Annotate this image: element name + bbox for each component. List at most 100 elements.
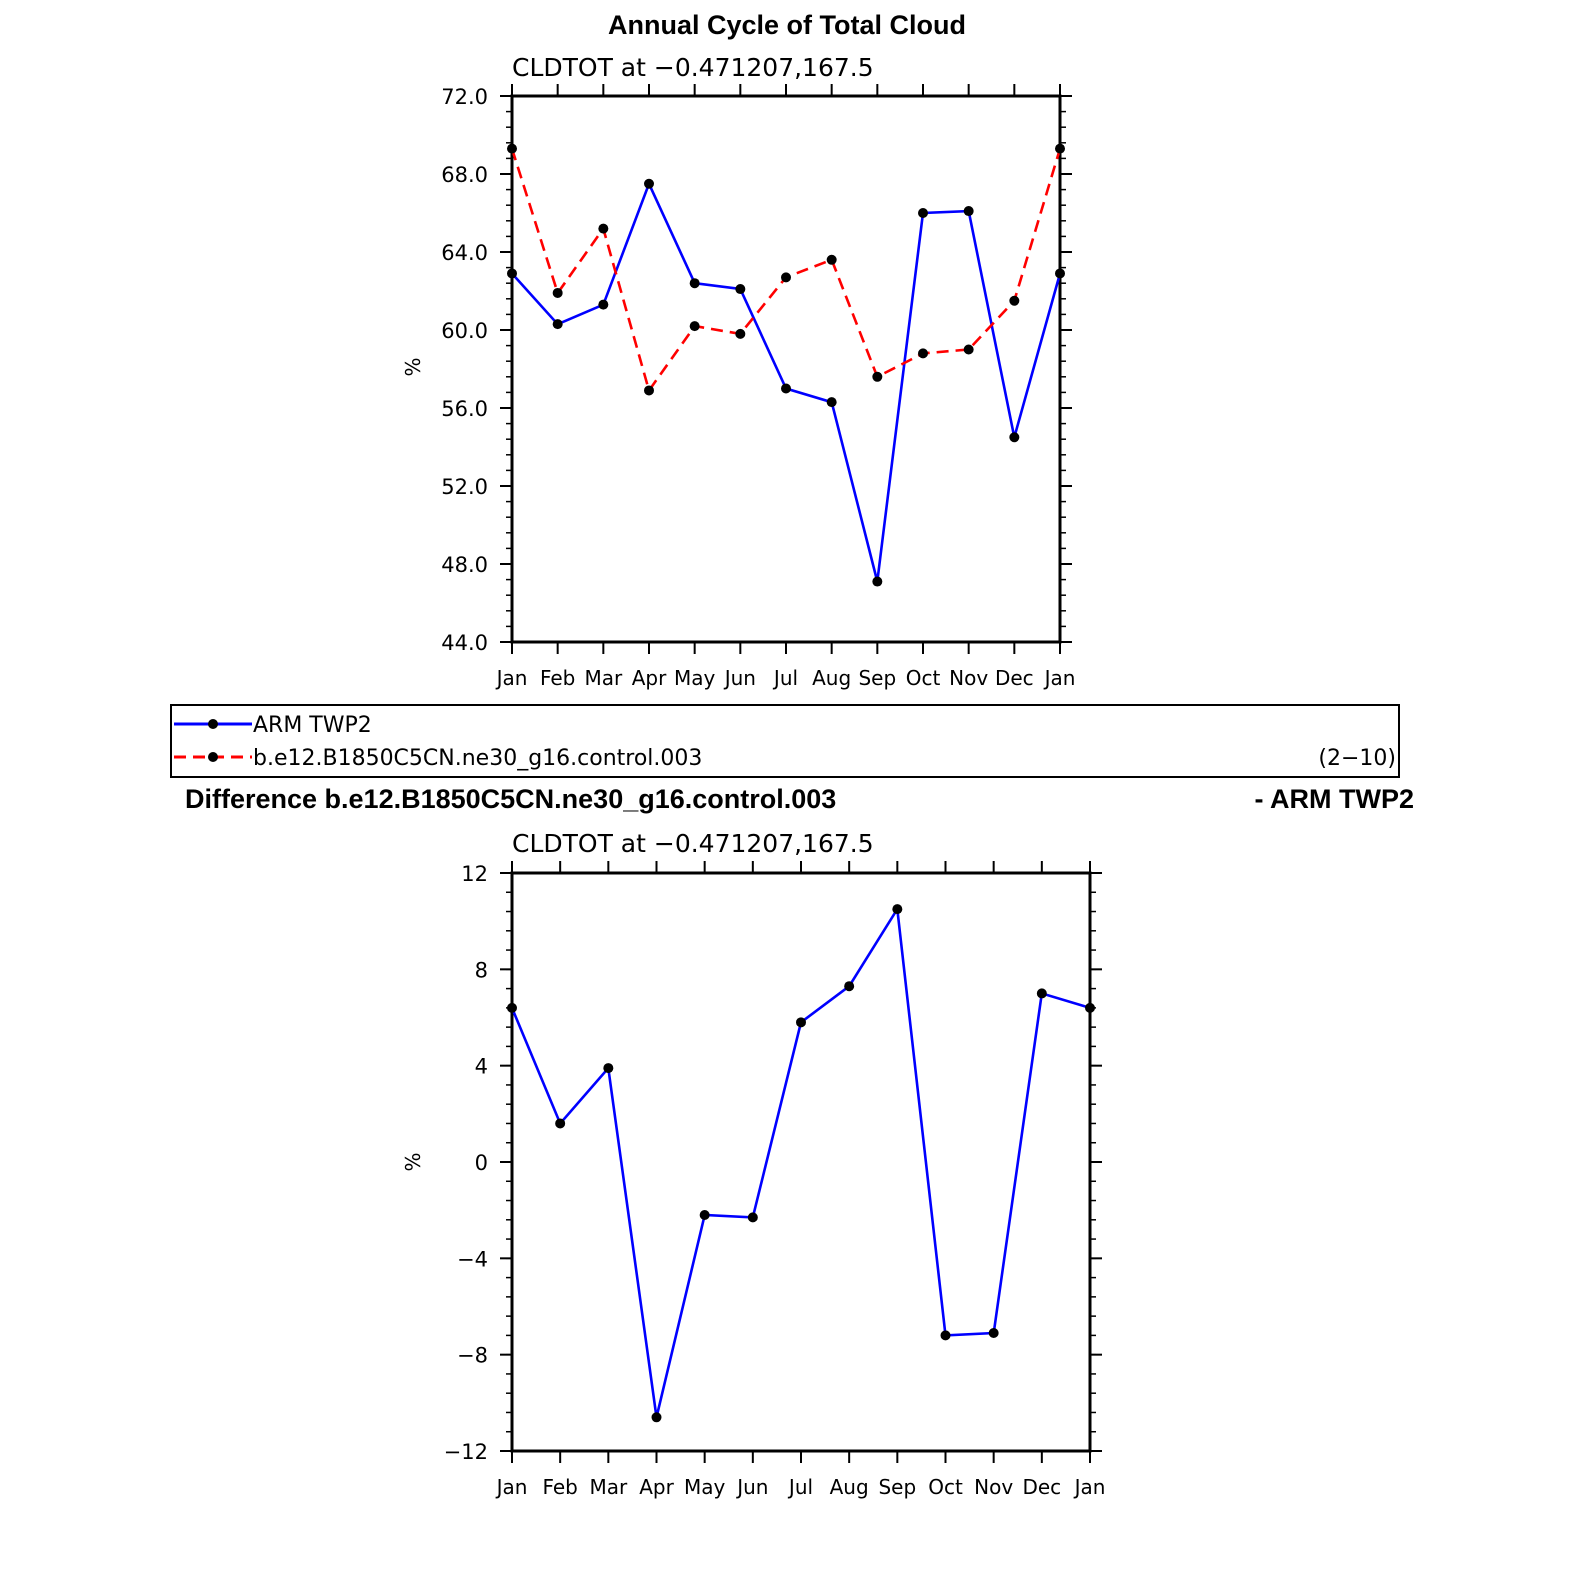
top-series-1-point: [598, 223, 609, 234]
bottom-ytick-label: −8: [457, 1344, 488, 1368]
top-series-0-point: [781, 383, 791, 394]
bottom-series-line-0: [510, 905, 1091, 1418]
top-series-1-point: [735, 328, 746, 339]
top-xtick-label: Jan: [495, 666, 528, 690]
top-chart-ylabel: %: [401, 357, 425, 376]
top-xtick-label: Apr: [632, 666, 667, 690]
bottom-plot-area: Jan Feb Mar Apr May Jun Jul Aug Sep Oct Nov Dec Jan 1…: [444, 861, 1106, 1499]
bottom-series-0-point: [651, 1412, 662, 1423]
top-ytick-label: 56.0: [441, 397, 488, 421]
bottom-chart-title-left: Difference b.e12.B1850C5CN.ne30_g16.cont…: [185, 784, 836, 814]
legend-label-model: b.e12.B1850C5CN.ne30_g16.control.003: [253, 746, 702, 771]
legend: ARM TWP2 b.e12.B1850C5CN.ne30_g16.contro…: [170, 704, 1400, 778]
bottom-ytick-label: 8: [475, 958, 488, 982]
top-series-0-point: [552, 319, 563, 330]
top-chart-subtitle: CLDTOT at −0.471207,167.5: [512, 53, 874, 82]
top-series-1-point: [1055, 143, 1065, 154]
top-xtick-label: Mar: [584, 666, 623, 690]
top-xtick-label: May: [674, 666, 716, 690]
bottom-series-0-point: [988, 1327, 999, 1338]
bottom-ytick-label: −4: [457, 1247, 488, 1271]
top-series-1-point: [826, 254, 837, 265]
top-ytick-label: 44.0: [441, 631, 488, 655]
top-series-0-point: [689, 278, 700, 289]
top-series-0-point: [644, 178, 654, 189]
legend-marker-model: [208, 752, 218, 762]
top-ytick-label: 60.0: [441, 319, 488, 343]
top-series-1-point: [689, 321, 700, 332]
top-series-0-point: [872, 576, 883, 587]
legend-box: [170, 704, 1400, 778]
legend-marker-arm: [208, 719, 218, 729]
top-series-line-1: [510, 148, 1062, 394]
top-xtick-label: Jan: [1043, 666, 1076, 690]
bottom-xtick-label: Sep: [878, 1475, 916, 1499]
bottom-series-0-point: [699, 1209, 710, 1220]
bottom-ytick-label: 0: [475, 1151, 488, 1175]
top-xtick-label: Sep: [858, 666, 896, 690]
bottom-chart-title-right: - ARM TWP2: [1255, 784, 1414, 814]
top-ytick-label: 64.0: [441, 241, 488, 265]
top-series-0-point: [918, 208, 928, 218]
top-series-0-point: [507, 268, 517, 279]
bottom-xtick-label: Dec: [1022, 1475, 1061, 1499]
top-xtick-label: Jul: [772, 666, 798, 690]
top-series-1-point: [918, 348, 928, 359]
top-series-1-point: [1009, 295, 1020, 306]
bottom-xtick-label: Aug: [830, 1475, 869, 1499]
top-series-0-point: [735, 284, 746, 295]
top-series-1-point: [781, 272, 791, 283]
top-series-1-point: [552, 287, 563, 298]
bottom-ytick-label: 4: [475, 1055, 488, 1079]
bottom-ytick-label: −12: [444, 1440, 488, 1464]
top-series-0-point: [963, 206, 974, 217]
bottom-xtick-label: Jan: [495, 1475, 528, 1499]
bottom-series-0-point: [555, 1118, 566, 1129]
top-series-1-point: [507, 143, 517, 154]
top-xtick-label: Jun: [723, 666, 756, 690]
bottom-frame: [510, 871, 1092, 1453]
bottom-series-0-point: [844, 981, 855, 992]
bottom-xtick-label: Jul: [787, 1475, 813, 1499]
bottom-series-0-point: [747, 1212, 758, 1223]
bottom-xtick-label: Apr: [639, 1475, 674, 1499]
top-series-1-point: [963, 344, 974, 355]
bottom-xtick-label: Jan: [1073, 1475, 1106, 1499]
top-series-0-point: [598, 299, 609, 310]
top-series-0-point: [1055, 268, 1065, 279]
bottom-xtick-label: Oct: [928, 1475, 963, 1499]
top-xtick-label: Nov: [949, 666, 988, 690]
bottom-series-0-point: [796, 1017, 806, 1028]
legend-tag: (2−10): [1318, 746, 1396, 771]
legend-label-arm: ARM TWP2: [253, 713, 372, 738]
bottom-ytick-label: 12: [461, 862, 488, 886]
bottom-series-0-point: [892, 904, 903, 915]
bottom-series-0-point: [1085, 1002, 1095, 1013]
top-xtick-label: Feb: [540, 666, 575, 690]
top-xtick-label: Dec: [995, 666, 1034, 690]
bottom-series-0-point: [1036, 988, 1047, 999]
top-series-1-point: [644, 385, 654, 396]
top-series-0-point: [826, 397, 837, 408]
bottom-xtick-label: May: [684, 1475, 726, 1499]
bottom-xtick-label: Feb: [542, 1475, 577, 1499]
top-series-0-point: [1009, 432, 1020, 443]
top-ytick-label: 68.0: [441, 163, 488, 187]
top-ytick-label: 48.0: [441, 553, 488, 577]
top-series-1-point: [872, 371, 883, 382]
bottom-xtick-label: Nov: [974, 1475, 1013, 1499]
top-xtick-label: Aug: [812, 666, 851, 690]
bottom-chart-ylabel: %: [401, 1152, 425, 1171]
top-plot-area: Jan Feb Mar Apr May Jun Jul Aug Sep Oct Nov Dec Jan 7…: [441, 84, 1075, 690]
top-frame: [510, 94, 1062, 644]
top-chart-title: Annual Cycle of Total Cloud: [608, 10, 966, 40]
top-ytick-label: 52.0: [441, 475, 488, 499]
top-xtick-label: Oct: [906, 666, 941, 690]
bottom-xtick-label: Mar: [589, 1475, 628, 1499]
bottom-xtick-label: Jun: [735, 1475, 768, 1499]
bottom-chart-subtitle: CLDTOT at −0.471207,167.5: [512, 829, 874, 858]
bottom-series-0-point: [603, 1063, 614, 1074]
bottom-series-0-point: [507, 1002, 517, 1013]
top-ytick-label: 72.0: [441, 85, 488, 109]
bottom-series-0-point: [940, 1330, 951, 1341]
